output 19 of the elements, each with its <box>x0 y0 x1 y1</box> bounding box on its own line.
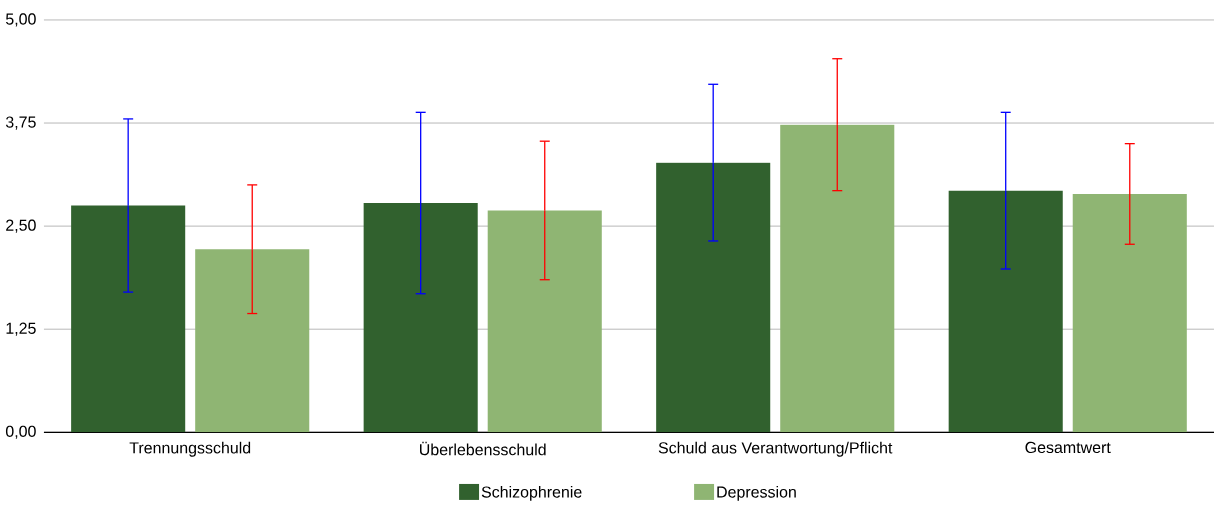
y-tick-label: 1,25 <box>6 322 36 336</box>
legend-label: Schizophrenie <box>481 485 582 501</box>
x-tick-label: Schuld aus Verantwortung/Pflicht <box>658 441 893 457</box>
bar <box>780 124 895 433</box>
bar <box>948 190 1063 433</box>
bar <box>487 210 602 433</box>
bar <box>363 202 478 433</box>
y-tick-label: 0,00 <box>5 425 36 439</box>
y-tick-label: 5,00 <box>5 13 36 27</box>
y-tick-label: 2,50 <box>6 219 36 233</box>
y-tick-label: 3,75 <box>5 116 36 130</box>
bar <box>656 162 771 433</box>
x-tick-label: Überlebensschuld <box>420 441 546 456</box>
x-tick-label: Gesamtwert <box>1025 441 1111 454</box>
x-tick-label: Trennungsschuld <box>129 441 251 457</box>
bar <box>1072 193 1187 433</box>
bar <box>71 205 186 433</box>
bar <box>195 249 310 433</box>
legend-label: Depression <box>717 485 796 501</box>
